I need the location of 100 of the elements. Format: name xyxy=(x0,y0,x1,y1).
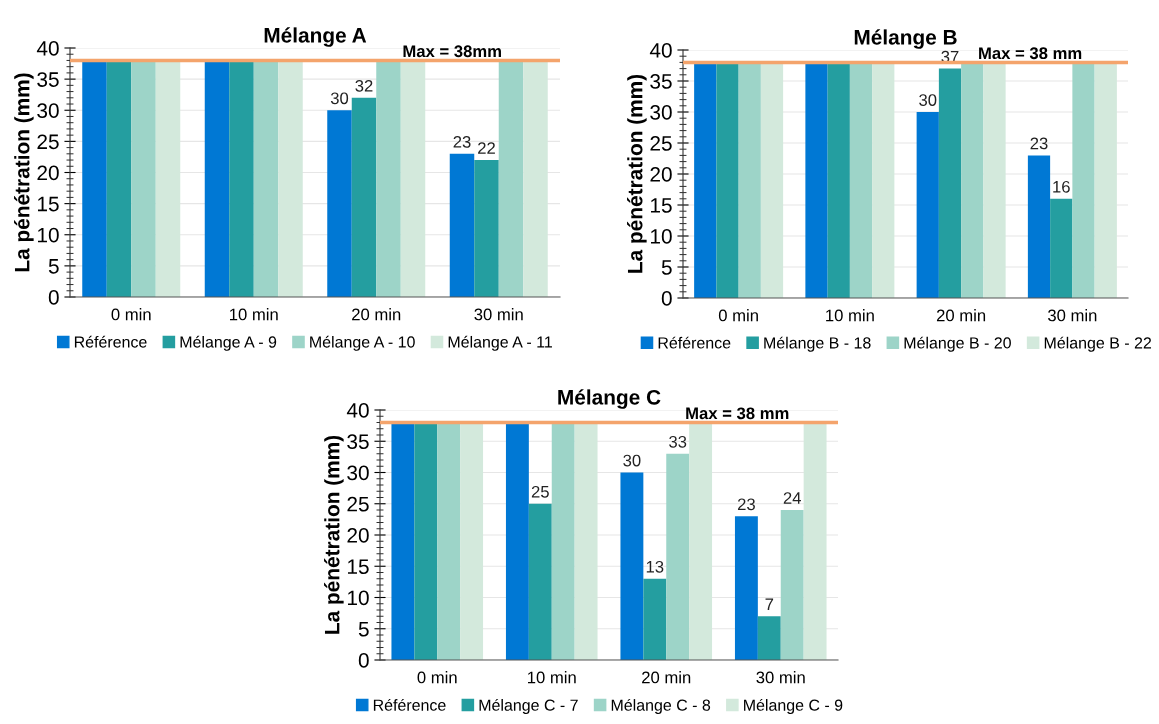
bar xyxy=(827,62,850,298)
bar xyxy=(474,160,499,297)
bar xyxy=(620,472,644,660)
y-tick-label: 0 xyxy=(358,653,369,668)
x-tick-label: 0 min xyxy=(718,309,758,322)
bar xyxy=(82,60,107,297)
bar xyxy=(551,422,575,660)
bar xyxy=(528,503,552,660)
legend-label: Mélange C - 8 xyxy=(611,698,711,714)
y-tick-label: 35 xyxy=(37,72,59,87)
bar xyxy=(400,60,426,297)
bar xyxy=(106,60,132,297)
data-label: 23 xyxy=(453,135,471,148)
y-tick-label: 25 xyxy=(37,134,59,150)
x-tick-label: 10 min xyxy=(528,671,576,684)
bar xyxy=(803,422,827,660)
legend-label: Mélange C - 7 xyxy=(479,698,578,714)
bar xyxy=(1094,62,1117,298)
data-label: 30 xyxy=(919,94,937,106)
bar xyxy=(983,62,1006,298)
bar xyxy=(738,62,761,298)
y-tick-label: 15 xyxy=(348,559,369,574)
bar xyxy=(643,578,667,660)
bar xyxy=(498,60,524,297)
y-tick-label: 10 xyxy=(348,590,369,606)
bar xyxy=(938,68,962,298)
data-label: 22 xyxy=(478,142,495,154)
bar xyxy=(916,112,939,298)
bar xyxy=(437,422,461,660)
bar xyxy=(1072,62,1095,298)
data-label: 23 xyxy=(1030,137,1048,150)
y-tick-label: 40 xyxy=(36,41,59,56)
y-tick-label: 20 xyxy=(650,167,672,182)
bar xyxy=(757,616,781,660)
bar xyxy=(204,60,230,297)
x-tick-label: 20 min xyxy=(642,671,691,684)
data-label: 24 xyxy=(783,492,801,504)
bar xyxy=(760,62,784,298)
bar xyxy=(523,60,548,297)
y-tick-label: 25 xyxy=(650,136,672,151)
legend-label: Mélange C - 9 xyxy=(744,698,843,714)
bar xyxy=(805,62,828,298)
bar xyxy=(734,516,758,660)
bar xyxy=(391,422,415,660)
legend-label: Référence xyxy=(373,698,446,711)
bar xyxy=(1027,155,1051,298)
bar xyxy=(449,153,475,297)
bar xyxy=(666,453,690,660)
bar xyxy=(253,60,279,297)
y-tick-label: 5 xyxy=(48,259,59,274)
bar xyxy=(849,62,873,298)
y-tick-label: 35 xyxy=(650,74,672,89)
legend-label: Mélange B - 18 xyxy=(764,336,871,352)
chart-title: Mélange A xyxy=(264,27,367,47)
bar xyxy=(278,60,303,297)
y-tick-label: 20 xyxy=(37,165,59,181)
bar xyxy=(327,110,352,297)
legend-label: Mélange B - 20 xyxy=(904,336,1011,352)
y-tick-label: 25 xyxy=(347,496,369,512)
y-tick-label: 0 xyxy=(661,291,672,306)
y-tick-label: 10 xyxy=(38,227,59,243)
data-label: 30 xyxy=(623,454,641,467)
bar xyxy=(376,60,401,297)
y-tick-label: 30 xyxy=(650,105,672,120)
x-tick-label: 30 min xyxy=(474,308,523,321)
legend-label: Mélange B - 22 xyxy=(1044,336,1152,352)
bar xyxy=(131,60,156,297)
y-tick-label: 0 xyxy=(48,290,59,305)
x-tick-label: 0 min xyxy=(417,671,457,684)
legend-label: Mélange A - 10 xyxy=(310,335,415,351)
x-tick-label: 10 min xyxy=(826,309,874,322)
bar xyxy=(689,422,713,660)
data-label: 30 xyxy=(330,92,349,105)
data-label: 23 xyxy=(737,498,755,511)
chart-title: Mélange C xyxy=(558,389,661,409)
bar xyxy=(574,422,598,660)
bar xyxy=(716,62,739,298)
y-tick-label: 15 xyxy=(651,198,672,213)
y-tick-label: 20 xyxy=(347,528,369,543)
bar xyxy=(505,422,529,660)
legend-label: Référence xyxy=(74,335,147,348)
legend-label: Référence xyxy=(658,336,731,349)
data-label: 13 xyxy=(646,560,664,573)
y-axis-title: La pénétration (mm) xyxy=(324,435,344,634)
x-tick-label: 20 min xyxy=(352,308,401,321)
y-tick-label: 35 xyxy=(347,434,369,449)
y-axis-title: La pénétration (mm) xyxy=(627,74,647,273)
legend-label: Mélange A - 9 xyxy=(180,335,277,351)
bar xyxy=(155,60,181,297)
bar xyxy=(414,422,438,660)
x-tick-label: 20 min xyxy=(936,309,986,322)
ref-line-label: Max = 38mm xyxy=(403,45,501,58)
y-tick-label: 15 xyxy=(38,196,59,212)
data-label: 16 xyxy=(1053,180,1070,193)
y-tick-label: 30 xyxy=(347,465,369,481)
bar xyxy=(460,422,484,660)
bar xyxy=(961,62,984,298)
x-tick-label: 30 min xyxy=(1048,309,1097,322)
bar xyxy=(229,60,254,297)
x-tick-label: 0 min xyxy=(111,308,151,321)
